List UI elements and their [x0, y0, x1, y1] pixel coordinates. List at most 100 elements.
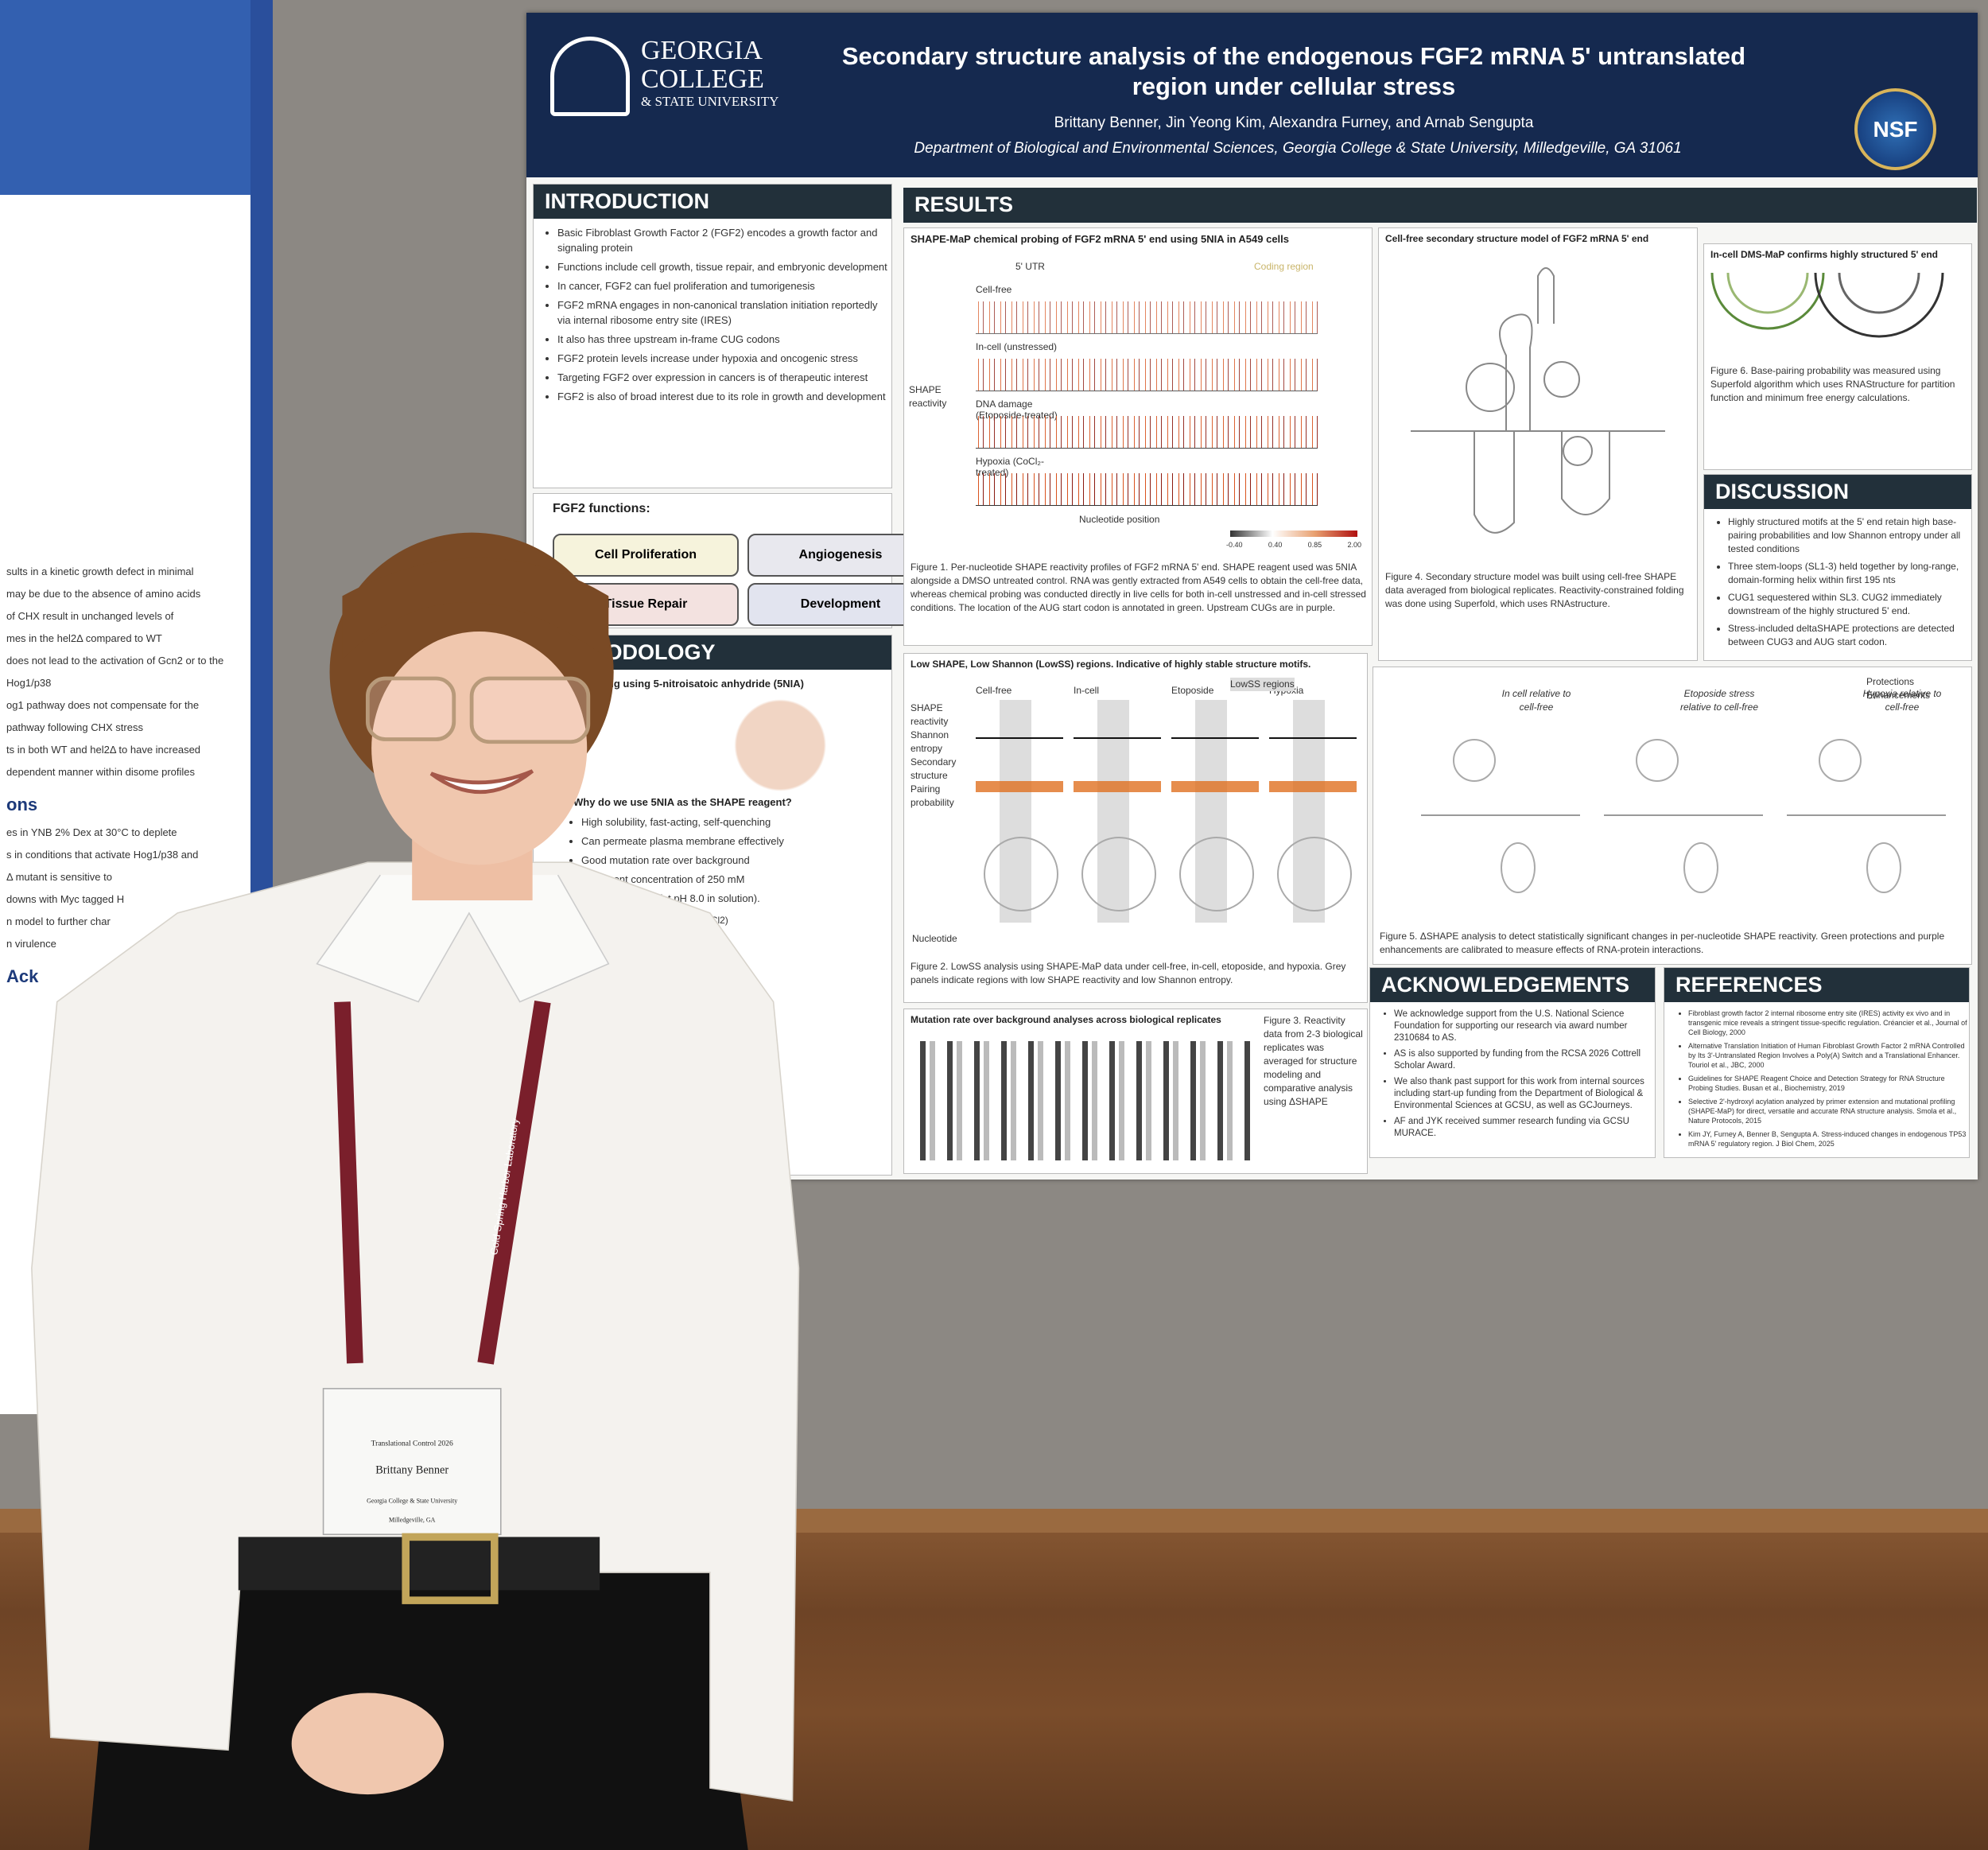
structure-stem: [1421, 814, 1580, 816]
structure-diagram: [1411, 267, 1665, 534]
track-label: In-cell (unstressed): [976, 341, 1058, 352]
badge-event: Translational Control 2026: [371, 1440, 453, 1448]
region-label: Coding region: [1254, 261, 1314, 272]
poster-text-line: mes in the hel2Δ compared to WT: [6, 632, 162, 644]
figure-3: Mutation rate over background analyses a…: [903, 1009, 1368, 1174]
smile: [429, 769, 534, 795]
bullet: Functions include cell growth, tissue re…: [557, 259, 891, 274]
discussion-panel: DISCUSSION Highly structured motifs at t…: [1703, 474, 1972, 661]
scale-label: -0.40: [1226, 541, 1243, 549]
reference: Fibroblast growth factor 2 internal ribo…: [1688, 1009, 1969, 1037]
poster-text-line: of CHX result in unchanged levels of: [6, 610, 174, 622]
structure-loop: [1866, 842, 1901, 893]
figure-5: Protections Enhancements In cell relative…: [1373, 667, 1972, 965]
structure-loop: [1819, 739, 1862, 782]
row-label: SHAPE reactivity: [911, 702, 949, 727]
logo-icon: [550, 37, 630, 116]
poster-text-line: may be due to the absence of amino acids: [6, 588, 201, 600]
axis-label: Nucleotide: [912, 933, 957, 944]
badge-affiliation: Georgia College & State University: [367, 1497, 457, 1504]
poster-text-line: does not lead to the activation of Gcn2 …: [6, 655, 224, 667]
figure-4: Cell-free secondary structure model of F…: [1378, 227, 1698, 661]
hands: [291, 1693, 445, 1795]
poster-text-line: dependent manner within disome profiles: [6, 766, 196, 778]
poster-heading: ons: [6, 795, 38, 814]
poster-text-line: Δ mutant is sensitive to: [6, 871, 112, 883]
section-heading: DISCUSSION: [1704, 475, 1971, 509]
structure-stem: [1604, 814, 1763, 816]
collar: [316, 874, 610, 1003]
figure-title: Cell-free secondary structure model of F…: [1385, 233, 1649, 244]
reactivity-track: [976, 473, 1318, 506]
figure-1: SHAPE-MaP chemical probing of FGF2 mRNA …: [903, 227, 1373, 646]
badge-location: Milledgeville, GA: [389, 1516, 436, 1523]
region-label: 5' UTR: [1015, 261, 1045, 272]
bullet: CUG1 sequestered within SL3. CUG2 immedi…: [1728, 591, 1971, 618]
references-panel: REFERENCES Fibroblast growth factor 2 in…: [1664, 967, 1970, 1158]
section-heading: RESULTS: [903, 188, 1977, 223]
section-heading: INTRODUCTION: [534, 185, 891, 219]
entropy-band: [1171, 781, 1259, 792]
bullet: FGF2 protein levels increase under hypox…: [557, 351, 891, 366]
poster-authors: Brittany Benner, Jin Yeong Kim, Alexandr…: [1054, 115, 1534, 131]
figure-caption: Figure 3. Reactivity data from 2-3 biolo…: [1264, 1015, 1363, 1107]
figure-caption: Figure 5. ΔSHAPE analysis to detect stat…: [1380, 931, 1945, 955]
poster-affiliation: Department of Biological and Environment…: [914, 140, 1682, 157]
legend-entry: Enhancements: [1866, 690, 1931, 701]
bullet: In cancer, FGF2 can fuel proliferation a…: [557, 278, 891, 293]
structure-circle: [984, 837, 1058, 911]
reactivity-track: [976, 416, 1318, 449]
functions-heading: FGF2 functions:: [553, 502, 650, 515]
boxplot-graphic: [912, 1041, 1254, 1160]
bullet: Three stem-loops (SL1-3) held together b…: [1728, 560, 1971, 587]
figure-title: Low SHAPE, Low Shannon (LowSS) regions. …: [911, 659, 1311, 670]
figure-title: SHAPE-MaP chemical probing of FGF2 mRNA …: [911, 233, 1290, 245]
poster-title: Secondary structure analysis of the endo…: [841, 42, 1746, 100]
figure-caption: Figure 4. Secondary structure model was …: [1385, 571, 1684, 609]
poster-text-line: Hog1/p38: [6, 677, 52, 689]
bullet: Targeting FGF2 over expression in cancer…: [557, 370, 891, 385]
panel-label: In-cell: [1074, 685, 1100, 696]
panel-label: Etoposide stress relative to cell-free: [1679, 688, 1759, 713]
bullet: FGF2 is also of broad interest due to it…: [557, 389, 891, 404]
entropy-band: [1269, 781, 1357, 792]
bullet: It also has three upstream in-frame CUG …: [557, 332, 891, 347]
poster-text-line: n model to further char: [6, 915, 111, 927]
belt: [238, 1537, 600, 1591]
introduction-panel: INTRODUCTION Basic Fibroblast Growth Fac…: [533, 184, 892, 488]
legend: LowSS regions: [1230, 678, 1295, 691]
shirt: [31, 861, 800, 1801]
badge-name: Brittany Benner: [375, 1464, 448, 1477]
panel-label: Etoposide: [1171, 685, 1214, 696]
reactivity-track: [976, 359, 1318, 391]
bullet: AS is also supported by funding from the…: [1394, 1048, 1655, 1072]
reactivity-track: [976, 301, 1318, 334]
lanyard: [334, 1001, 363, 1364]
university-logo: GEORGIA COLLEGE & STATE UNIVERSITY: [550, 37, 813, 116]
figure-caption: Figure 1. Per-nucleotide SHAPE reactivit…: [911, 562, 1366, 613]
figure-2: Low SHAPE, Low Shannon (LowSS) regions. …: [903, 653, 1368, 1003]
shape-trace: [1171, 721, 1259, 739]
figure-caption: Figure 2. LowSS analysis using SHAPE-MaP…: [911, 961, 1346, 985]
scale-label: 0.40: [1268, 541, 1283, 549]
arc-diagram: [1710, 272, 1944, 338]
poster-text-line: s in conditions that activate Hog1/p38 a…: [6, 849, 199, 861]
scale-label: 2.00: [1347, 541, 1361, 549]
panel-label: Hypoxia relative to cell-free: [1862, 688, 1942, 713]
entropy-band: [976, 781, 1063, 792]
poster-header: GEORGIA COLLEGE & STATE UNIVERSITY Secon…: [526, 13, 1978, 177]
poster-text-line: og1 pathway does not compensate for the: [6, 699, 200, 711]
bullet: Stress-included deltaSHAPE protections a…: [1728, 622, 1971, 649]
poster-text-line: ts in both WT and hel2Δ to have increase…: [6, 744, 201, 756]
scale-label: 0.85: [1307, 541, 1322, 549]
acknowledgements-panel: ACKNOWLEDGEMENTS We acknowledge support …: [1369, 967, 1656, 1158]
reference: Guidelines for SHAPE Reagent Choice and …: [1688, 1074, 1969, 1093]
panel-label: In cell relative to cell-free: [1501, 688, 1571, 713]
function-box: Angiogenesis: [747, 534, 934, 577]
badge: [322, 1388, 502, 1536]
fringe: [342, 558, 609, 660]
logo-name: GEORGIA COLLEGE: [641, 36, 764, 94]
glasses: [365, 676, 591, 744]
